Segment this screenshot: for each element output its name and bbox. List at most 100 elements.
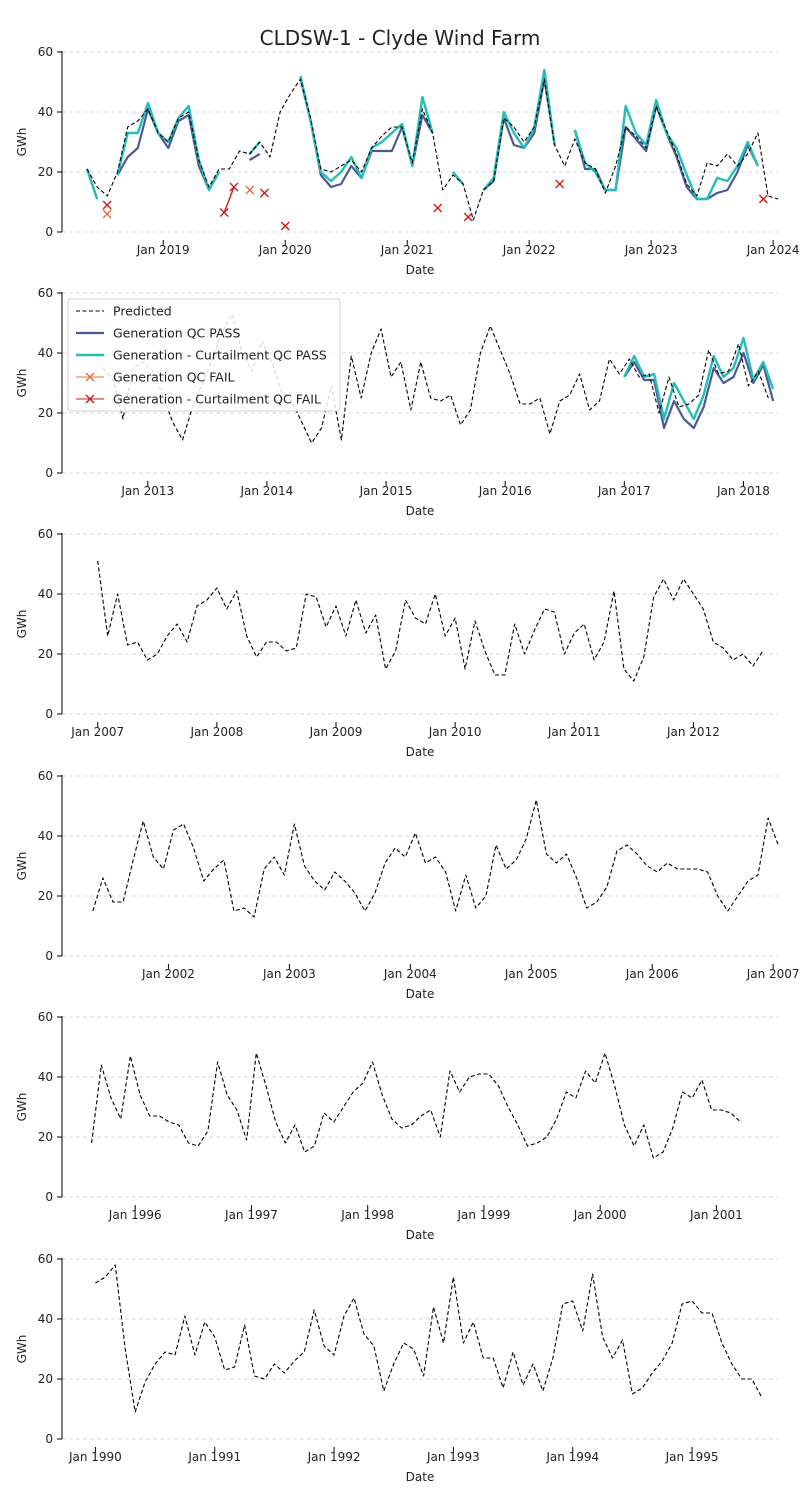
chart-panel-5: 0 20 40 60 Jan 1996 Jan 1997 Jan 1998 Jan 1999 J… — [15, 1010, 778, 1242]
x-tick-label: Jan 1998 — [340, 1208, 394, 1222]
x-tick-label: Jan 2017 — [597, 484, 651, 498]
x-tick-label: Jan 1993 — [426, 1450, 480, 1464]
x-tick-label: Jan 1991 — [187, 1450, 241, 1464]
legend-label-gen_curt_fail: Generation - Curtailment QC FAIL — [113, 392, 321, 407]
series-predicted-line — [92, 799, 779, 918]
x-tick-label: Jan 2007 — [70, 725, 124, 739]
y-tick-label: 40 — [38, 105, 53, 119]
y-tick-label: 0 — [45, 466, 53, 480]
chart-panel-1: 0 20 40 60 Jan 2019 Jan 2020 Jan 2021 Jan 2022 J… — [15, 45, 800, 277]
y-tick-label: 40 — [38, 829, 53, 843]
series-predicted-line — [91, 1052, 741, 1159]
y-axis-label: GWh — [15, 128, 29, 157]
y-tick-label: 20 — [38, 647, 53, 661]
x-tick-label: Jan 1995 — [665, 1450, 719, 1464]
x-tick-label: Jan 2004 — [383, 967, 437, 981]
generation-curtailment-qc-fail-marker — [463, 212, 473, 222]
y-tick-label: 0 — [45, 949, 53, 963]
y-axis-label: GWh — [15, 1093, 29, 1122]
x-tick-label: Jan 2022 — [502, 243, 556, 257]
y-axis-label: GWh — [15, 369, 29, 398]
legend-label-gen_pass: Generation QC PASS — [113, 326, 240, 341]
y-tick-label: 60 — [38, 45, 53, 59]
generation-curtailment-qc-fail-marker — [259, 188, 269, 198]
chart-panel-3: 0 20 40 60 Jan 2007 Jan 2008 Jan 2009 Jan 2010 J… — [15, 527, 778, 759]
x-tick-label: Jan 2011 — [547, 725, 601, 739]
x-tick-label: Jan 1990 — [68, 1450, 122, 1464]
x-tick-label: Jan 2018 — [716, 484, 770, 498]
legend-marker-gen_fail — [85, 372, 95, 382]
x-tick-label: Jan 2020 — [258, 243, 312, 257]
y-tick-label: 20 — [38, 406, 53, 420]
legend-label-predicted: Predicted — [113, 304, 172, 319]
x-tick-label: Jan 2023 — [624, 243, 678, 257]
x-tick-label: Jan 2002 — [141, 967, 195, 981]
y-tick-label: 20 — [38, 1372, 53, 1386]
x-tick-label: Jan 2008 — [189, 725, 243, 739]
y-tick-label: 0 — [45, 1190, 53, 1204]
y-tick-label: 40 — [38, 346, 53, 360]
generation-curtailment-qc-fail-marker — [555, 179, 565, 189]
x-tick-label: Jan 2012 — [666, 725, 720, 739]
y-tick-label: 20 — [38, 1130, 53, 1144]
x-tick-label: Jan 2019 — [136, 243, 190, 257]
x-tick-label: Jan 1994 — [545, 1450, 599, 1464]
y-tick-label: 0 — [45, 707, 53, 721]
y-tick-label: 60 — [38, 1010, 53, 1024]
x-axis-label: Date — [406, 1228, 435, 1242]
x-tick-label: Jan 1992 — [307, 1450, 361, 1464]
x-tick-label: Jan 2015 — [359, 484, 413, 498]
chart-panel-2: 0 20 40 60 Jan 2013 Jan 2014 Jan 2015 Jan 2016 J… — [15, 286, 778, 518]
generation-curtailment-qc-fail-marker — [758, 194, 768, 204]
x-tick-label: Jan 2016 — [478, 484, 532, 498]
y-tick-label: 60 — [38, 286, 53, 300]
generation-curtailment-qc-fail-marker — [102, 200, 112, 210]
y-tick-label: 60 — [38, 527, 53, 541]
y-tick-label: 60 — [38, 769, 53, 783]
series-predicted-line — [95, 1264, 763, 1413]
x-tick-label: Jan 1996 — [108, 1208, 162, 1222]
chart-panel-6: 0 20 40 60 Jan 1990 Jan 1991 Jan 1992 Jan 1993 J… — [15, 1252, 778, 1484]
legend-label-gen_curt_pass: Generation - Curtailment QC PASS — [113, 348, 327, 363]
x-tick-label: Jan 1999 — [456, 1208, 510, 1222]
x-tick-label: Jan 2014 — [239, 484, 293, 498]
generation-curtailment-qc-fail-marker — [280, 221, 290, 231]
x-tick-label: Jan 2009 — [309, 725, 363, 739]
x-tick-label: Jan 2024 — [746, 243, 800, 257]
y-axis-label: GWh — [15, 852, 29, 881]
y-tick-label: 0 — [45, 1432, 53, 1446]
generation-curtailment-qc-fail-marker — [433, 203, 443, 213]
x-tick-label: Jan 2001 — [689, 1208, 743, 1222]
generation-qc-fail-marker — [245, 185, 255, 195]
y-tick-label: 40 — [38, 1070, 53, 1084]
x-axis-label: Date — [406, 987, 435, 1001]
series-generation-curtailment-qc-fail-line — [223, 186, 235, 213]
series-generation-curtailment-qc-pass-line — [85, 68, 760, 201]
legend-label-gen_fail: Generation QC FAIL — [113, 370, 235, 385]
x-axis-label: Date — [406, 745, 435, 759]
y-tick-label: 0 — [45, 225, 53, 239]
legend-marker-gen_curt_fail — [85, 394, 95, 404]
series-predicted-line — [86, 78, 779, 221]
chart-panel-4: 0 20 40 60 Jan 2002 Jan 2003 Jan 2004 Jan 2005 J… — [15, 769, 800, 1001]
y-tick-label: 20 — [38, 165, 53, 179]
y-tick-label: 20 — [38, 889, 53, 903]
legend: Predicted Generation QC PASS Generation - … — [67, 298, 341, 412]
x-tick-label: Jan 2007 — [746, 967, 800, 981]
x-tick-label: Jan 2003 — [262, 967, 316, 981]
y-tick-label: 60 — [38, 1252, 53, 1266]
x-axis-label: Date — [406, 504, 435, 518]
x-tick-label: Jan 2013 — [120, 484, 174, 498]
generation-qc-fail-marker — [102, 209, 112, 219]
figure-title: CLDSW-1 - Clyde Wind Farm — [260, 26, 541, 50]
x-axis-label: Date — [406, 1470, 435, 1484]
x-tick-label: Jan 2010 — [428, 725, 482, 739]
y-axis-label: GWh — [15, 610, 29, 639]
x-axis-label: Date — [406, 263, 435, 277]
x-tick-label: Jan 2005 — [504, 967, 558, 981]
y-axis-label: GWh — [15, 1335, 29, 1364]
x-tick-label: Jan 2000 — [573, 1208, 627, 1222]
x-tick-label: Jan 1997 — [224, 1208, 278, 1222]
